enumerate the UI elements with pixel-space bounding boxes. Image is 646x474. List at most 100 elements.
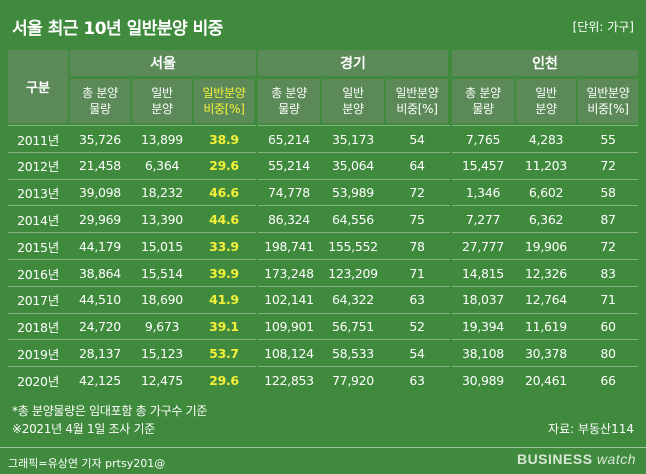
source-label: 자료: 부동산114 bbox=[548, 422, 634, 436]
table-row: 2019년 28,137 15,123 53.7 108,124 58,533 54 38,1… bbox=[8, 339, 638, 365]
subheader-incheon-ratio: 일반분양 비중[%] bbox=[578, 79, 638, 123]
table-cell: 86,324 bbox=[268, 211, 310, 227]
data-table: 구분 서울 경기 인천 총 분양 물량 일반 분양 일반분양 비중[%] 총 분양 물량 일반… bbox=[8, 50, 638, 393]
graphic-credit: 그래픽=유상연 기자 prtsy201@ bbox=[8, 457, 166, 470]
table-row: 2020년 42,125 12,475 29.6 122,853 77,920 63 30,9… bbox=[8, 366, 638, 392]
unit-label: [단위: 가구] bbox=[572, 20, 634, 34]
subheader-gyeonggi-total: 총 분양 물량 bbox=[258, 79, 320, 123]
table-cell: 41.9 bbox=[209, 292, 239, 308]
table-cell: 19,394 bbox=[462, 319, 504, 335]
table-cell: 109,901 bbox=[264, 319, 314, 335]
table-cell: 42,125 bbox=[79, 372, 121, 388]
table-cell: 64,556 bbox=[332, 211, 374, 227]
table-cell: 44,179 bbox=[79, 238, 121, 254]
table-cell: 30,378 bbox=[525, 345, 567, 361]
table-cell: 54 bbox=[409, 345, 425, 361]
table-cell: 35,173 bbox=[332, 131, 374, 147]
table-cell: 18,232 bbox=[141, 185, 183, 201]
corner-header: 구분 bbox=[8, 50, 68, 123]
table-cell: 38,108 bbox=[462, 345, 504, 361]
table-cell: 78 bbox=[409, 238, 425, 254]
table-cell: 39.9 bbox=[209, 265, 239, 281]
group-header-seoul: 서울 bbox=[70, 50, 256, 76]
table-cell: 72 bbox=[600, 158, 616, 174]
brand-logo: BUSINESS watch bbox=[517, 451, 636, 467]
table-cell: 71 bbox=[409, 265, 425, 281]
table-cell: 58,533 bbox=[332, 345, 374, 361]
subheader-gyeonggi-ratio: 일반분양 비중[%] bbox=[386, 79, 448, 123]
table-cell: 38.9 bbox=[209, 131, 239, 147]
row-year-label: 2014년 bbox=[17, 212, 59, 228]
table-row: 2012년 21,458 6,364 29.6 55,214 35,064 64 15,457… bbox=[8, 151, 638, 178]
table-row: 2018년 24,720 9,673 39.1 109,901 56,751 52 19,39… bbox=[8, 312, 638, 339]
table-row: 2014년 29,969 13,390 44.6 86,324 64,556 75 7,277… bbox=[8, 205, 638, 231]
table-cell: 63 bbox=[409, 372, 425, 388]
table-cell: 1,346 bbox=[465, 185, 501, 201]
group-separator bbox=[256, 50, 258, 393]
table-cell: 20,461 bbox=[525, 372, 567, 388]
table-cell: 29.6 bbox=[209, 158, 239, 174]
table-cell: 13,390 bbox=[141, 211, 183, 227]
subheader-incheon-general: 일반 분양 bbox=[516, 79, 576, 123]
subheader-seoul-total: 총 분양 물량 bbox=[70, 79, 130, 123]
table-cell: 33.9 bbox=[209, 238, 239, 254]
row-year-label: 2011년 bbox=[17, 132, 59, 148]
row-year-label: 2017년 bbox=[17, 293, 59, 309]
table-cell: 155,552 bbox=[328, 238, 378, 254]
table-cell: 54 bbox=[409, 131, 425, 147]
table-cell: 9,673 bbox=[144, 319, 180, 335]
table-cell: 64 bbox=[409, 158, 425, 174]
table-cell: 55,214 bbox=[268, 158, 310, 174]
table-cell: 122,853 bbox=[264, 372, 314, 388]
row-year-label: 2013년 bbox=[17, 186, 59, 202]
subheader-incheon-total: 총 분양 물량 bbox=[452, 79, 514, 123]
row-year-label: 2012년 bbox=[17, 159, 59, 175]
table-cell: 18,690 bbox=[141, 292, 183, 308]
table-cell: 7,277 bbox=[465, 211, 501, 227]
footnote-1: *총 분양물량은 임대포함 총 가구수 기준 bbox=[12, 404, 208, 418]
table-cell: 55 bbox=[600, 131, 616, 147]
table-cell: 30,989 bbox=[462, 372, 504, 388]
table-cell: 64,322 bbox=[332, 292, 374, 308]
table-cell: 63 bbox=[409, 292, 425, 308]
table-cell: 7,765 bbox=[465, 131, 501, 147]
subheader-seoul-ratio: 일반분양 비중[%] bbox=[194, 79, 254, 123]
table-cell: 65,214 bbox=[268, 131, 310, 147]
table-cell: 12,764 bbox=[525, 292, 567, 308]
row-year-label: 2016년 bbox=[17, 266, 59, 282]
row-year-label: 2015년 bbox=[17, 239, 59, 255]
table-cell: 27,777 bbox=[462, 238, 504, 254]
table-cell: 24,720 bbox=[79, 319, 121, 335]
table-cell: 6,602 bbox=[528, 185, 564, 201]
table-cell: 14,815 bbox=[462, 265, 504, 281]
table-cell: 75 bbox=[409, 211, 425, 227]
row-year-label: 2020년 bbox=[17, 373, 59, 389]
table-cell: 15,514 bbox=[141, 265, 183, 281]
row-year-label: 2018년 bbox=[17, 320, 59, 336]
page-title: 서울 최근 10년 일반분양 비중 bbox=[12, 19, 223, 39]
table-cell: 74,778 bbox=[268, 185, 310, 201]
table-cell: 72 bbox=[409, 185, 425, 201]
table-cell: 15,457 bbox=[462, 158, 504, 174]
table-cell: 15,123 bbox=[141, 345, 183, 361]
group-separator bbox=[450, 50, 452, 393]
table-cell: 38,864 bbox=[79, 265, 121, 281]
group-header-gyeonggi: 경기 bbox=[258, 50, 448, 76]
table-cell: 44.6 bbox=[209, 211, 239, 227]
table-cell: 39.1 bbox=[209, 319, 239, 335]
table-cell: 6,362 bbox=[528, 211, 564, 227]
table-cell: 80 bbox=[600, 345, 616, 361]
table-cell: 108,124 bbox=[264, 345, 314, 361]
table-cell: 4,283 bbox=[528, 131, 564, 147]
table-cell: 77,920 bbox=[332, 372, 374, 388]
table-row: 2013년 39,098 18,232 46.6 74,778 53,989 72 1,346… bbox=[8, 178, 638, 205]
table-cell: 19,906 bbox=[525, 238, 567, 254]
table-cell: 35,064 bbox=[332, 158, 374, 174]
table-cell: 39,098 bbox=[79, 185, 121, 201]
table-cell: 18,037 bbox=[462, 292, 504, 308]
table-cell: 28,137 bbox=[79, 345, 121, 361]
footer-divider bbox=[0, 447, 646, 448]
table-cell: 11,203 bbox=[525, 158, 567, 174]
subheader-gyeonggi-general: 일반 분양 bbox=[322, 79, 384, 123]
table-cell: 46.6 bbox=[209, 185, 239, 201]
